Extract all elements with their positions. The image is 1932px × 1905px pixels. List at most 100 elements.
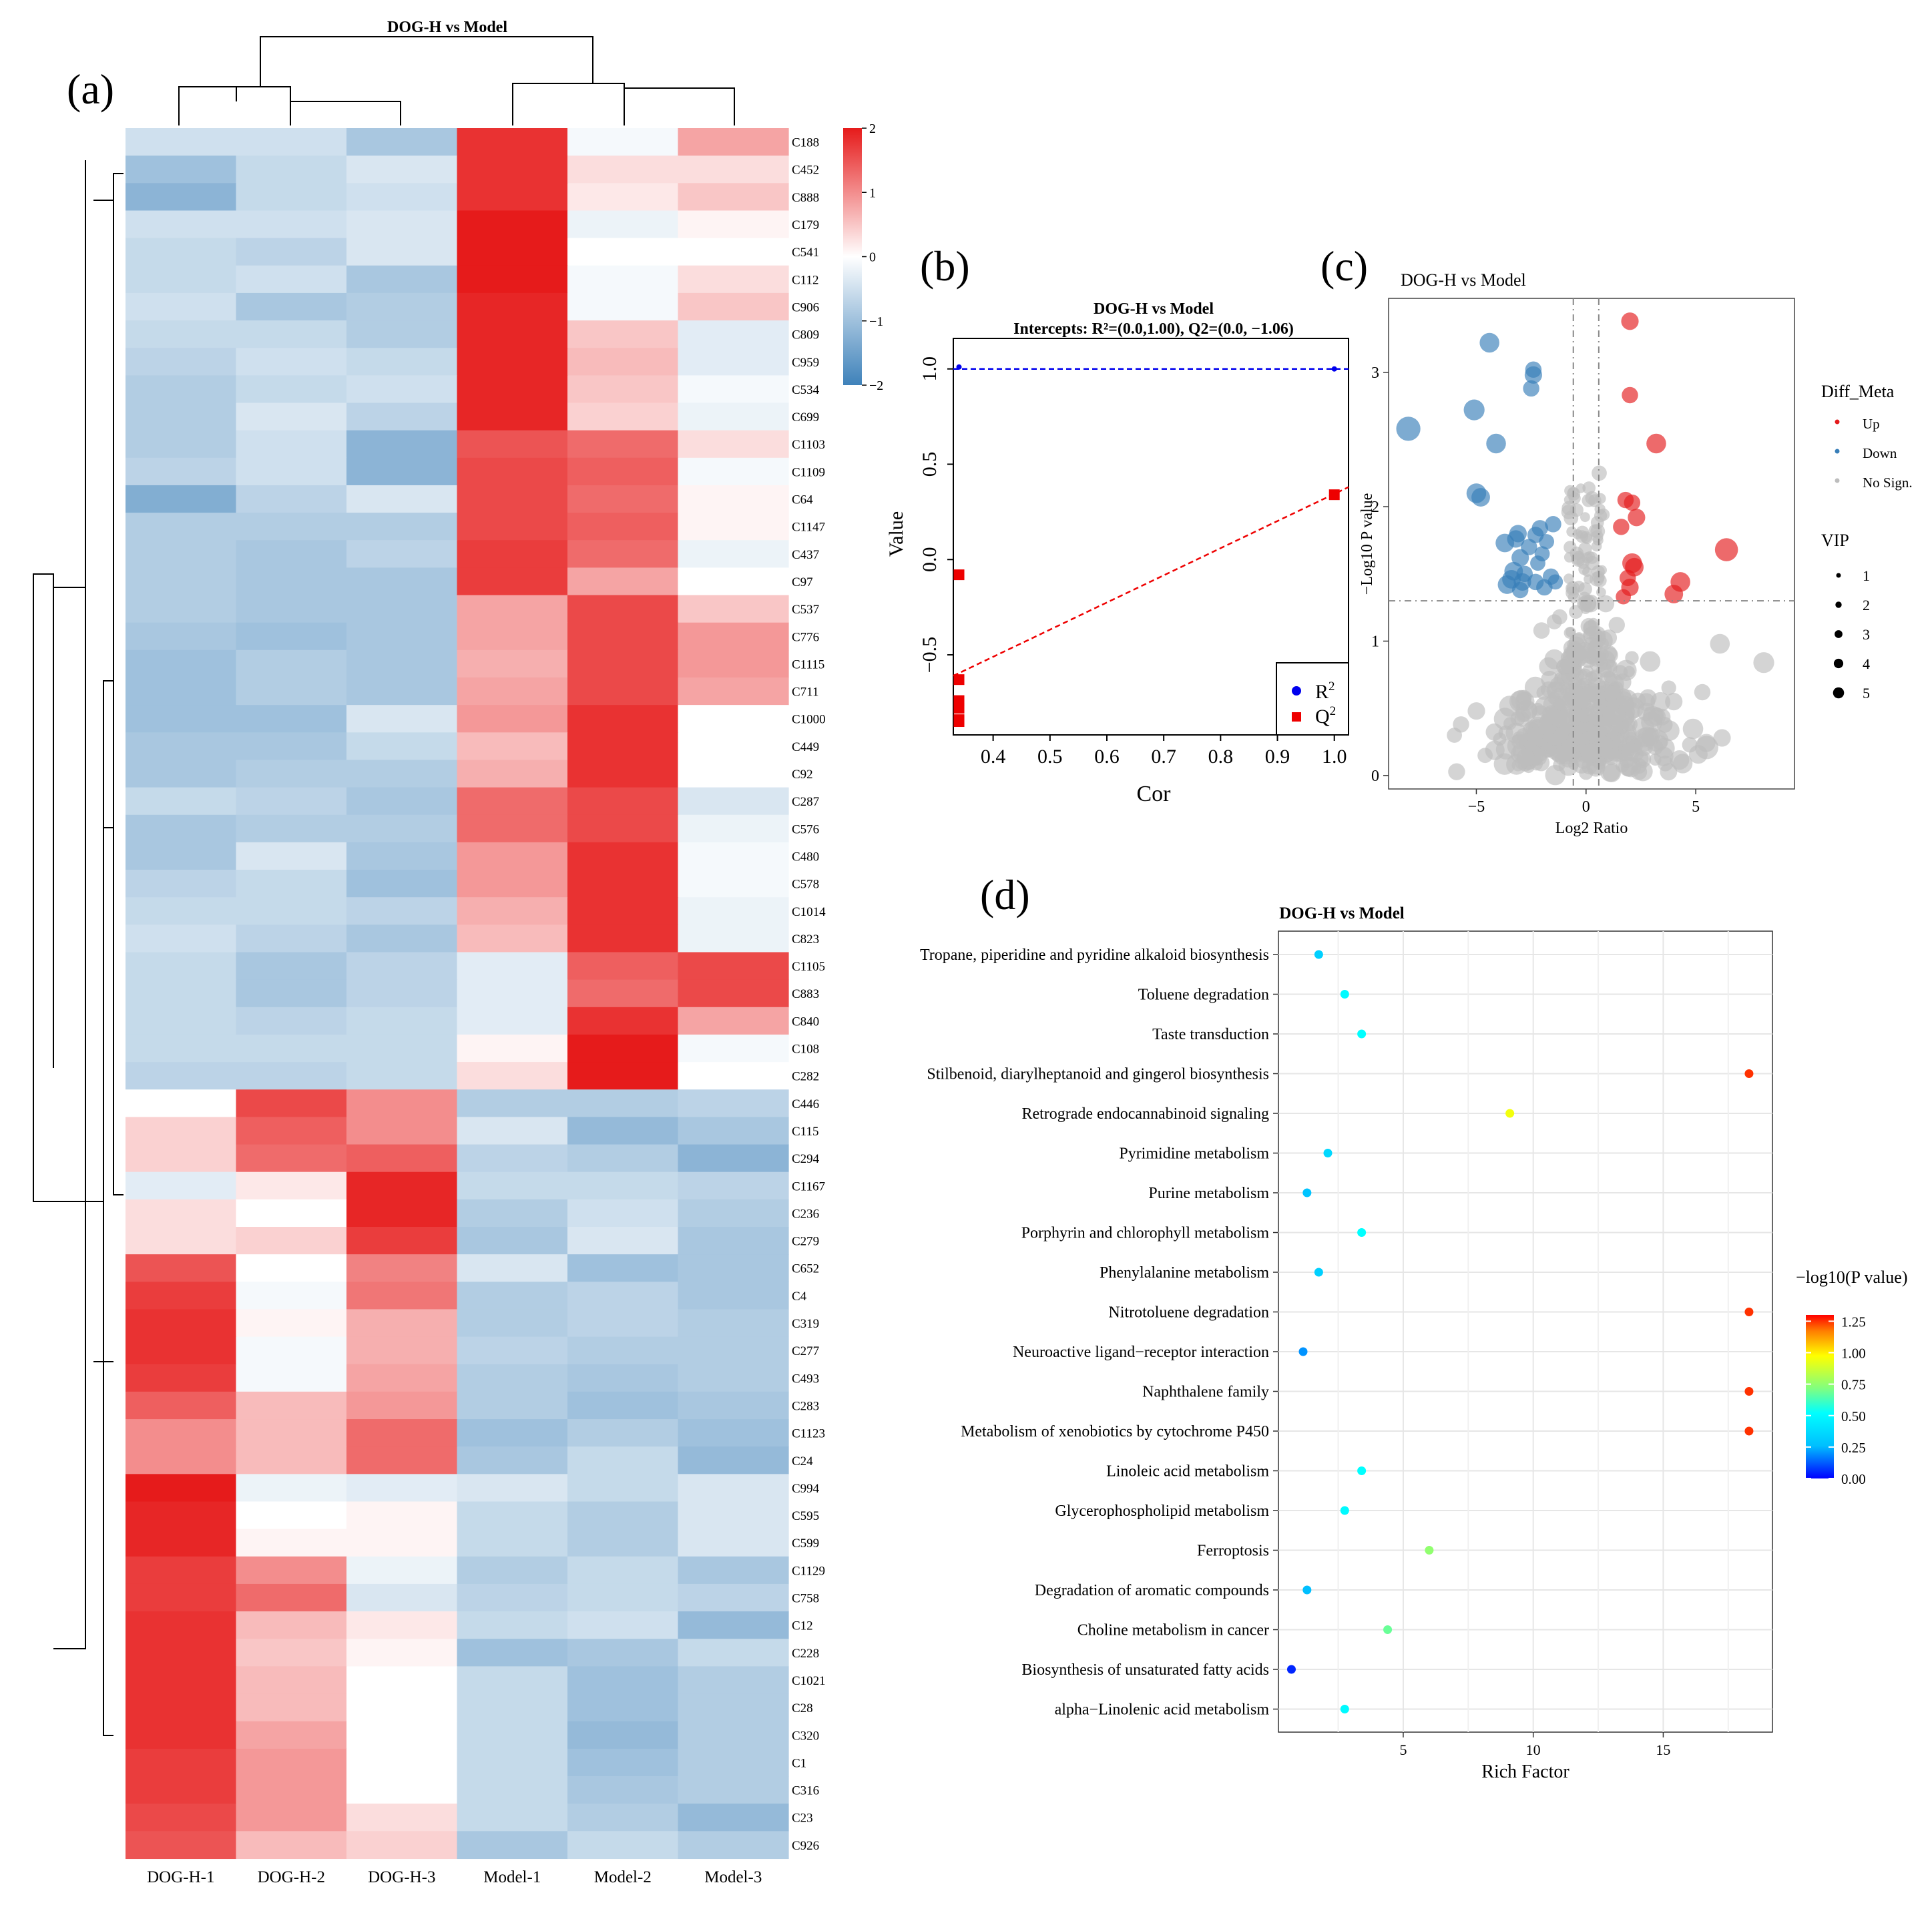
heatmap-cell bbox=[678, 1089, 789, 1117]
heatmap-cell bbox=[567, 1171, 679, 1200]
heatmap-cell bbox=[567, 1693, 679, 1722]
heatmap-cell bbox=[567, 1336, 679, 1365]
heatmap-cell bbox=[457, 1721, 568, 1749]
heatmap-cell bbox=[346, 1282, 458, 1310]
nosign-point bbox=[1499, 696, 1521, 717]
heatmap-row-label: C1129 bbox=[792, 1564, 825, 1578]
heatmap-cell bbox=[567, 183, 679, 212]
heatmap-cell bbox=[346, 1034, 458, 1063]
heatmap-cell bbox=[457, 1556, 568, 1585]
nosign-point bbox=[1566, 583, 1578, 594]
heatmap-cell bbox=[678, 457, 789, 486]
heatmap-cell bbox=[457, 1282, 568, 1310]
down-point bbox=[1536, 579, 1553, 596]
heatmap-cell bbox=[678, 1171, 789, 1200]
legend-down-label: Down bbox=[1863, 445, 1897, 461]
heatmap-cell bbox=[346, 677, 458, 706]
heatmap-cell bbox=[678, 1336, 789, 1365]
nosign-point bbox=[1493, 732, 1507, 746]
heatmap-column-label: DOG-H-3 bbox=[368, 1868, 435, 1886]
heatmap-row-label: C277 bbox=[792, 1344, 819, 1358]
heatmap-row-label: C28 bbox=[792, 1701, 813, 1715]
heatmap-row-label: C319 bbox=[792, 1317, 819, 1331]
permutation-x-tick-label: 0.8 bbox=[1208, 746, 1234, 768]
nosign-point bbox=[1588, 617, 1599, 629]
heatmap-cell bbox=[678, 595, 789, 623]
up-point bbox=[1624, 494, 1641, 511]
down-point bbox=[1495, 533, 1515, 553]
down-point bbox=[1479, 332, 1499, 353]
heatmap-cell bbox=[678, 375, 789, 404]
heatmap-cell bbox=[457, 1583, 568, 1612]
kegg-point bbox=[1744, 1069, 1754, 1078]
heatmap-cell bbox=[346, 1364, 458, 1392]
heatmap-cell bbox=[457, 156, 568, 184]
heatmap-cell bbox=[678, 1529, 789, 1557]
heatmap-cell bbox=[126, 1831, 237, 1860]
heatmap-cell bbox=[126, 1144, 237, 1173]
heatmap-row-label: C994 bbox=[792, 1482, 820, 1496]
heatmap-cell bbox=[678, 1391, 789, 1420]
heatmap-cell bbox=[567, 649, 679, 678]
heatmap-cell bbox=[567, 513, 679, 541]
heatmap-cell bbox=[457, 1804, 568, 1832]
heatmap-cell bbox=[678, 1501, 789, 1530]
volcano-x-tick-label: −5 bbox=[1468, 798, 1485, 816]
heatmap-cell bbox=[678, 677, 789, 706]
volcano-y-tick-label: 0 bbox=[1371, 768, 1379, 785]
kegg-pathway-label: Ferroptosis bbox=[1197, 1543, 1269, 1560]
nosign-point bbox=[1571, 551, 1586, 565]
down-point bbox=[1530, 555, 1545, 571]
heatmap-cell bbox=[567, 732, 679, 761]
nosign-point bbox=[1524, 676, 1546, 698]
heatmap-cell bbox=[346, 1804, 458, 1832]
heatmap-scale-label: 1 bbox=[869, 186, 876, 200]
heatmap-cell bbox=[346, 320, 458, 348]
up-point bbox=[1622, 386, 1638, 404]
panel-b: (b) DOG-H vs Model Intercepts: R²=(0.0,1… bbox=[885, 242, 1349, 806]
heatmap-row-label: C493 bbox=[792, 1372, 819, 1386]
nosign-point bbox=[1585, 491, 1600, 505]
nosign-point bbox=[1579, 766, 1594, 780]
nosign-point bbox=[1665, 693, 1683, 711]
legend-q2-label: Q2 bbox=[1315, 704, 1336, 728]
kegg-pathway-label: Glycerophospholipid metabolism bbox=[1055, 1503, 1269, 1520]
nosign-point bbox=[1582, 683, 1600, 702]
heatmap-scale-label: 0 bbox=[869, 250, 876, 265]
heatmap-cell bbox=[567, 1144, 679, 1173]
nosign-point bbox=[1697, 734, 1716, 752]
nosign-point bbox=[1576, 668, 1593, 686]
heatmap-cell bbox=[126, 320, 237, 348]
kegg-pathway-label: Pyrimidine metabolism bbox=[1119, 1145, 1269, 1163]
heatmap-cell bbox=[678, 1776, 789, 1804]
heatmap-row-label: C287 bbox=[792, 795, 819, 809]
nosign-point bbox=[1622, 717, 1636, 731]
heatmap-cell bbox=[457, 897, 568, 925]
heatmap-cell bbox=[567, 320, 679, 348]
heatmap-cell bbox=[236, 1776, 347, 1804]
heatmap-cell bbox=[126, 567, 237, 596]
heatmap-row-label: C652 bbox=[792, 1262, 819, 1276]
permutation-legend bbox=[1276, 662, 1349, 736]
heatmap-cell bbox=[126, 622, 237, 651]
heatmap-cell bbox=[126, 1254, 237, 1282]
nosign-point bbox=[1604, 671, 1616, 684]
heatmap-cell bbox=[678, 567, 789, 596]
heatmap-cell bbox=[126, 649, 237, 678]
kegg-x-label: Rich Factor bbox=[1481, 1761, 1569, 1782]
nosign-point bbox=[1549, 709, 1568, 728]
nosign-point bbox=[1580, 743, 1600, 763]
heatmap-cell bbox=[457, 1666, 568, 1695]
heatmap-row-label: C228 bbox=[792, 1647, 819, 1661]
heatmap-cell bbox=[567, 1776, 679, 1804]
kegg-point bbox=[1302, 1585, 1312, 1595]
down-point bbox=[1463, 399, 1485, 421]
heatmap-cell bbox=[457, 1199, 568, 1228]
nosign-point bbox=[1590, 571, 1604, 587]
nosign-point bbox=[1753, 652, 1774, 673]
heatmap-cell bbox=[457, 1171, 568, 1200]
heatmap-cell bbox=[236, 1529, 347, 1557]
heatmap-cell bbox=[457, 1831, 568, 1860]
heatmap-cell bbox=[236, 430, 347, 459]
kegg-point bbox=[1340, 1705, 1349, 1713]
